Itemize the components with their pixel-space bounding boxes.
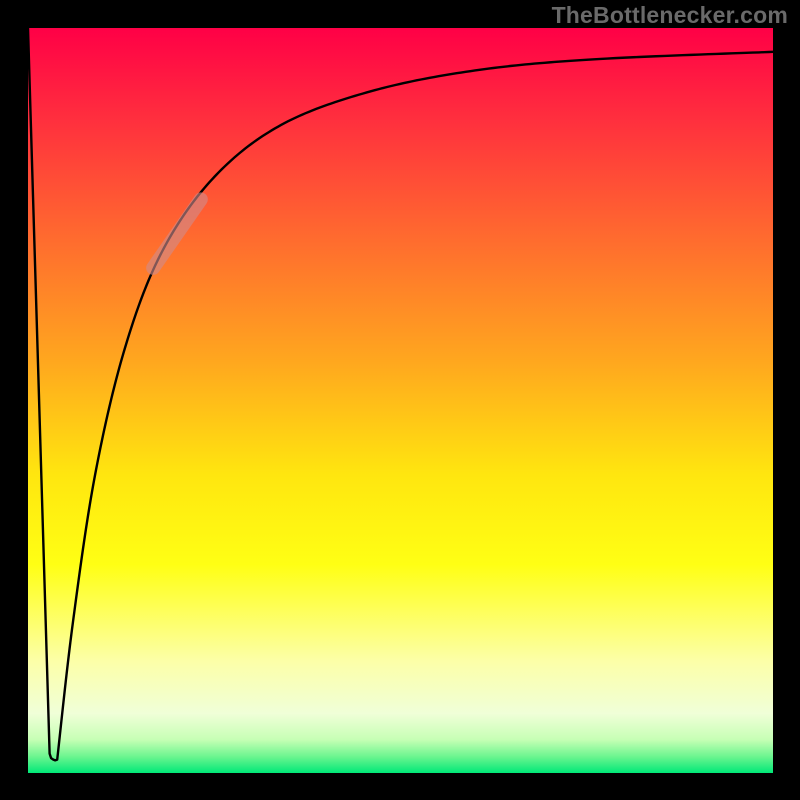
bottleneck-chart bbox=[0, 0, 800, 800]
chart-container: TheBottlenecker.com bbox=[0, 0, 800, 800]
plot-background bbox=[28, 28, 773, 773]
attribution-text: TheBottlenecker.com bbox=[552, 2, 788, 29]
